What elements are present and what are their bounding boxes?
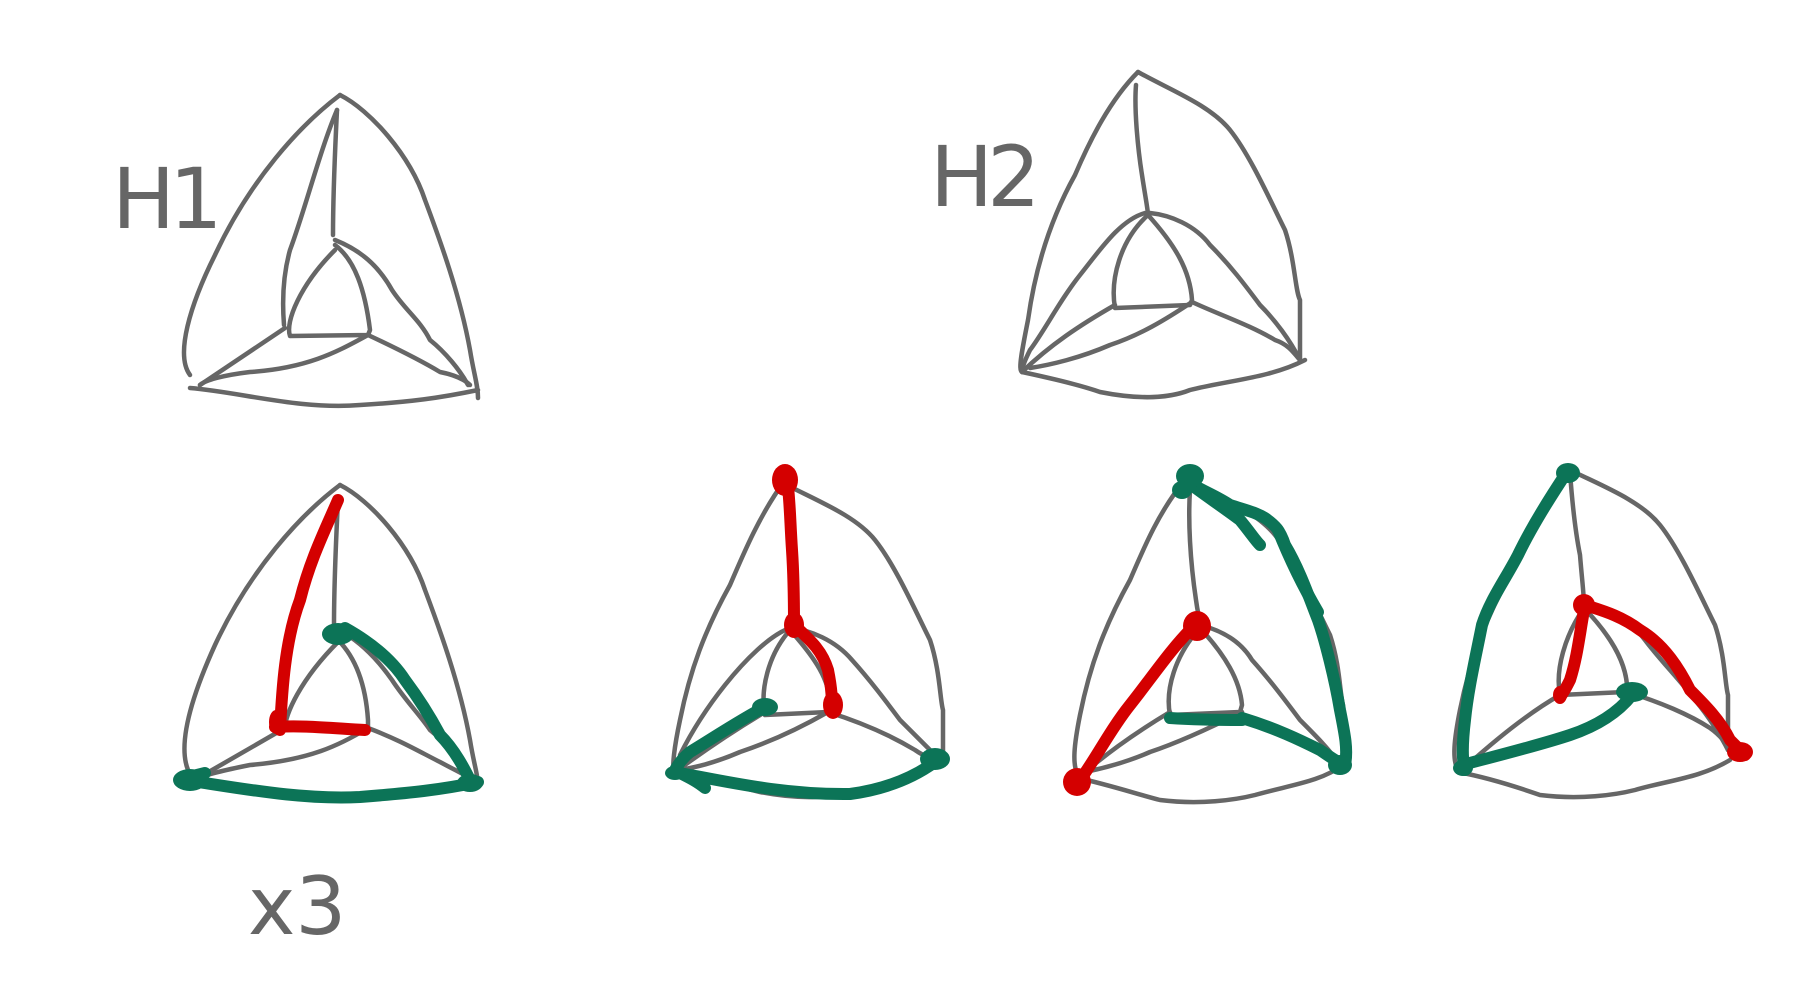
h1-lower-right-spoke [365, 332, 473, 388]
h1-inner-right [332, 237, 471, 388]
green-node-left [173, 769, 207, 791]
green-outer-bottom [179, 774, 484, 804]
red-node-base [269, 710, 283, 734]
h2-outer-bottom-edge [1019, 357, 1308, 400]
colored-h2-panel-a [665, 464, 950, 801]
h1-inner-loop [286, 242, 373, 339]
h1-outer-left-edge [181, 92, 343, 378]
h1-lower-left-spoke [197, 325, 288, 388]
h2-left-spoke [1019, 210, 1148, 375]
green-node-inner [322, 623, 354, 645]
graph-h1 [181, 92, 481, 409]
h1-lower-mid-spoke [197, 332, 371, 388]
h2-lower-left-spoke [1019, 302, 1118, 375]
h2-label: H2 [930, 128, 1041, 226]
h1-outer-right-edge [337, 92, 481, 401]
green-node-right [457, 774, 483, 792]
h1-label: H1 [112, 150, 223, 248]
h2-inner-right [1147, 210, 1303, 363]
h2-top-spoke [1133, 82, 1151, 218]
colored-h1-panel [173, 482, 484, 804]
h1-outer-bottom-edge [187, 385, 481, 409]
h2-inner-loop [1111, 212, 1195, 311]
green-inner-right [339, 622, 476, 786]
colored-h2-panel-b [1063, 464, 1353, 805]
h2-outer-right-edge [1135, 69, 1303, 363]
multiplicity-label: x3 [248, 860, 347, 953]
red-left-spoke [274, 494, 344, 736]
graph-h2 [1018, 69, 1308, 400]
h1-left-spoke [280, 107, 340, 328]
red-inner-base [269, 720, 371, 736]
h1-top-spoke [330, 107, 340, 238]
h2-lower-right-spoke [1189, 299, 1303, 363]
h2-lower-mid-spoke [1027, 299, 1195, 371]
colored-h2-panel-c [1452, 463, 1753, 800]
h2-outer-left-edge [1018, 69, 1141, 375]
